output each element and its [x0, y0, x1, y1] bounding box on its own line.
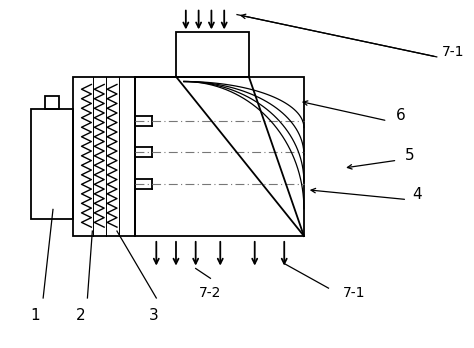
Bar [73, 77, 135, 236]
Text: 3: 3 [148, 308, 158, 323]
Text: 4: 4 [412, 187, 422, 202]
Text: 7-1: 7-1 [442, 45, 464, 59]
Text: 7-1: 7-1 [343, 286, 366, 300]
Bar [45, 96, 59, 109]
Text: 1: 1 [30, 308, 40, 323]
Bar [135, 77, 304, 236]
Text: 2: 2 [76, 308, 85, 323]
Text: 5: 5 [405, 148, 415, 163]
Text: 7-2: 7-2 [199, 286, 222, 300]
Bar [176, 32, 249, 77]
Text: 6: 6 [395, 109, 405, 124]
Bar [31, 109, 73, 219]
